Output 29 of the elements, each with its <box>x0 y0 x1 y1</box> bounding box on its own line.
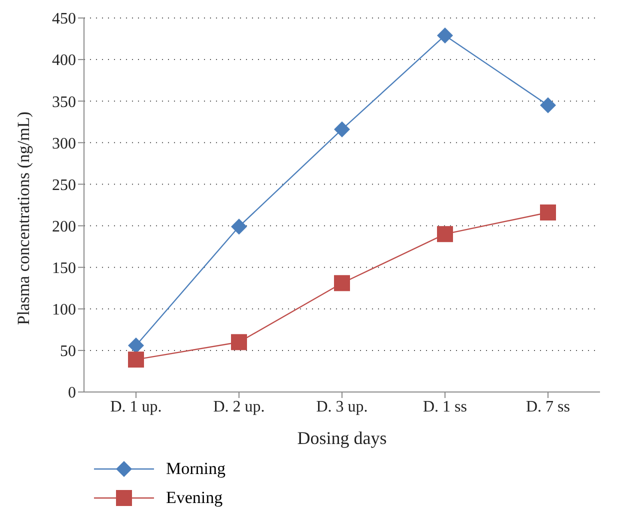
x-tick-label: D. 7 ss <box>526 398 570 416</box>
point <box>437 27 453 44</box>
point <box>334 275 350 292</box>
legend-label: Evening <box>166 488 223 508</box>
x-tick-label: D. 1 ss <box>422 398 468 416</box>
y-axis-title: Plasma concentrations (ng/mL) <box>14 112 34 325</box>
point <box>128 337 144 354</box>
point <box>540 97 556 114</box>
x-axis-title: Dosing days <box>297 428 387 448</box>
y-tick-label: 300 <box>52 135 76 152</box>
y-tick-label: 450 <box>52 10 76 28</box>
point <box>334 121 350 138</box>
y-tick-label: 100 <box>52 302 76 319</box>
y-tick-label: 50 <box>60 343 76 360</box>
x-tick-label: D. 3 up. <box>316 398 368 416</box>
x-tick-label: D. 1 up. <box>110 398 162 416</box>
y-tick-label: 0 <box>68 384 76 402</box>
y-tick-label: 150 <box>52 260 76 278</box>
legend-label: Morning <box>166 458 226 478</box>
y-tick-label: 400 <box>52 52 76 70</box>
point <box>231 218 247 235</box>
point <box>128 352 144 368</box>
y-tick-label: 350 <box>52 94 76 111</box>
point <box>540 204 556 220</box>
y-tick-label: 250 <box>52 176 76 194</box>
point <box>437 226 453 242</box>
x-tick-label: D. 2 up. <box>213 398 265 416</box>
point <box>231 334 247 350</box>
y-tick-label: 200 <box>52 218 76 236</box>
